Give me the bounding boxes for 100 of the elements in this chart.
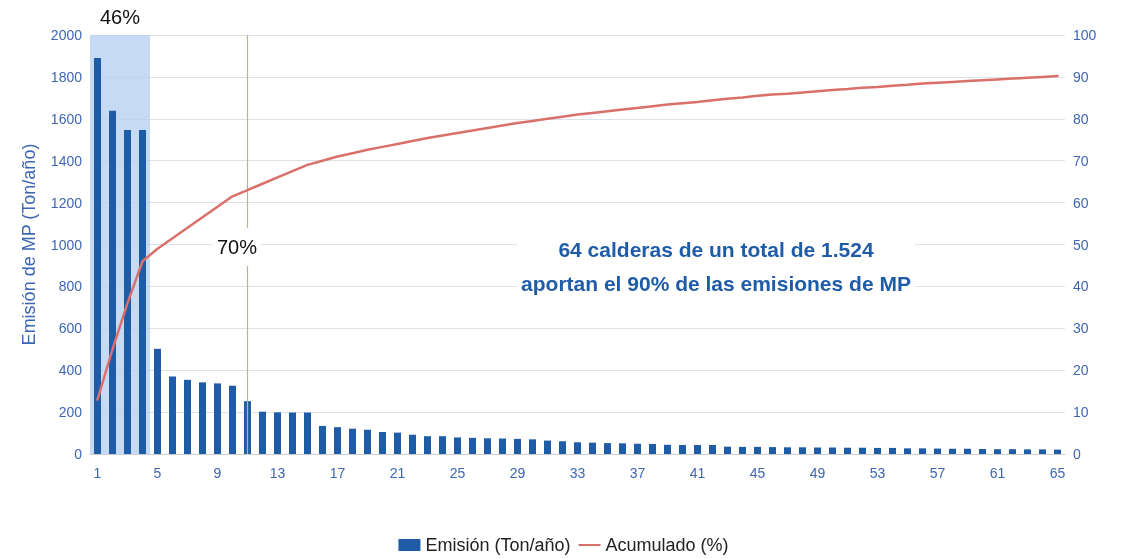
- y2-tick-label: 30: [1073, 320, 1089, 337]
- bar: [844, 447, 851, 454]
- bar: [439, 436, 446, 454]
- bar: [859, 447, 866, 454]
- bar: [229, 385, 236, 454]
- bar: [634, 443, 641, 454]
- y-tick-label: 400: [58, 362, 83, 379]
- y-tick-label: 1000: [50, 236, 83, 253]
- bar: [349, 428, 356, 454]
- bar: [544, 440, 551, 454]
- bar: [919, 448, 926, 454]
- bar: [379, 432, 386, 454]
- bar: [469, 437, 476, 454]
- bar: [799, 447, 806, 454]
- x-tick-label: 13: [269, 465, 286, 481]
- x-tick-label: 33: [569, 465, 586, 481]
- bar: [169, 376, 176, 454]
- bar: [814, 447, 821, 454]
- y-tick-label: 800: [58, 278, 83, 295]
- y2-tick-label: 10: [1073, 404, 1089, 421]
- bar: [904, 448, 911, 454]
- bar: [214, 383, 221, 454]
- legend-label: Emisión (Ton/año): [425, 535, 571, 555]
- x-tick-label: 49: [809, 465, 826, 481]
- x-tick-label: 9: [213, 465, 222, 481]
- x-tick-label: 65: [1049, 465, 1066, 481]
- y2-tick-label: 40: [1073, 278, 1089, 295]
- bar: [1024, 449, 1031, 454]
- y-tick-label: 2000: [50, 27, 83, 43]
- bar: [514, 438, 521, 454]
- bar: [139, 129, 146, 454]
- bar: [364, 429, 371, 454]
- x-tick-label: 37: [629, 465, 646, 481]
- x-tick-label: 53: [869, 465, 886, 481]
- bar: [529, 439, 536, 454]
- bar: [649, 443, 656, 454]
- bar: [574, 442, 581, 454]
- bar: [784, 447, 791, 454]
- bar: [664, 444, 671, 454]
- bar: [979, 448, 986, 454]
- bar: [739, 446, 746, 454]
- y2-tick-label: 70: [1073, 152, 1089, 169]
- y2-tick-label: 100: [1073, 27, 1097, 43]
- bar: [94, 58, 101, 454]
- x-tick-label: 45: [749, 465, 766, 481]
- y-tick-label: 1400: [50, 152, 83, 169]
- x-tick-label: 41: [689, 465, 706, 481]
- y-tick-label: 0: [74, 446, 83, 462]
- bar: [319, 425, 326, 454]
- bar: [184, 379, 191, 454]
- bar: [334, 427, 341, 454]
- x-tick-label: 25: [449, 465, 466, 481]
- bar: [949, 448, 956, 454]
- bar: [619, 443, 626, 454]
- x-tick-label: 57: [929, 465, 946, 481]
- legend-label: Acumulado (%): [605, 535, 729, 555]
- bar: [964, 448, 971, 454]
- x-tick-label: 21: [389, 465, 406, 481]
- bar: [199, 382, 206, 454]
- bar: [754, 446, 761, 454]
- bar: [124, 129, 131, 454]
- y-tick-label: 1200: [50, 194, 83, 211]
- bar: [829, 447, 836, 454]
- y2-tick-label: 0: [1073, 446, 1081, 462]
- y2-tick-label: 90: [1073, 68, 1089, 85]
- y-tick-label: 600: [58, 320, 83, 337]
- bar: [259, 411, 266, 454]
- y-tick-label: 200: [58, 404, 83, 421]
- bar: [274, 412, 281, 454]
- y2-tick-label: 80: [1073, 110, 1089, 127]
- bar: [1039, 449, 1046, 454]
- bar: [1054, 449, 1061, 454]
- y-tick-label: 1600: [50, 110, 83, 127]
- y-axis-title: Emisión de MP (Ton/año): [19, 143, 39, 346]
- bar: [394, 432, 401, 454]
- bar: [724, 446, 731, 454]
- bar: [409, 434, 416, 454]
- bar: [889, 447, 896, 454]
- bar: [424, 436, 431, 454]
- bar: [1009, 449, 1016, 454]
- x-tick-label: 29: [509, 465, 526, 481]
- bar: [709, 444, 716, 454]
- bar: [994, 449, 1001, 454]
- y-tick-label: 1800: [50, 68, 83, 85]
- bar: [604, 443, 611, 454]
- bar: [289, 412, 296, 454]
- bar: [934, 448, 941, 454]
- annotation: 70%: [216, 236, 258, 258]
- bar: [454, 437, 461, 454]
- y2-tick-label: 60: [1073, 194, 1089, 211]
- bar: [304, 412, 311, 454]
- bar: [109, 110, 116, 454]
- y2-tick-label: 20: [1073, 362, 1089, 379]
- bar: [484, 438, 491, 454]
- x-tick-label: 5: [153, 465, 162, 481]
- bar: [499, 438, 506, 454]
- band-label: 46%: [99, 6, 141, 28]
- line-series: [96, 74, 1059, 401]
- y2-tick-label: 50: [1073, 236, 1089, 253]
- x-tick-label: 17: [329, 465, 346, 481]
